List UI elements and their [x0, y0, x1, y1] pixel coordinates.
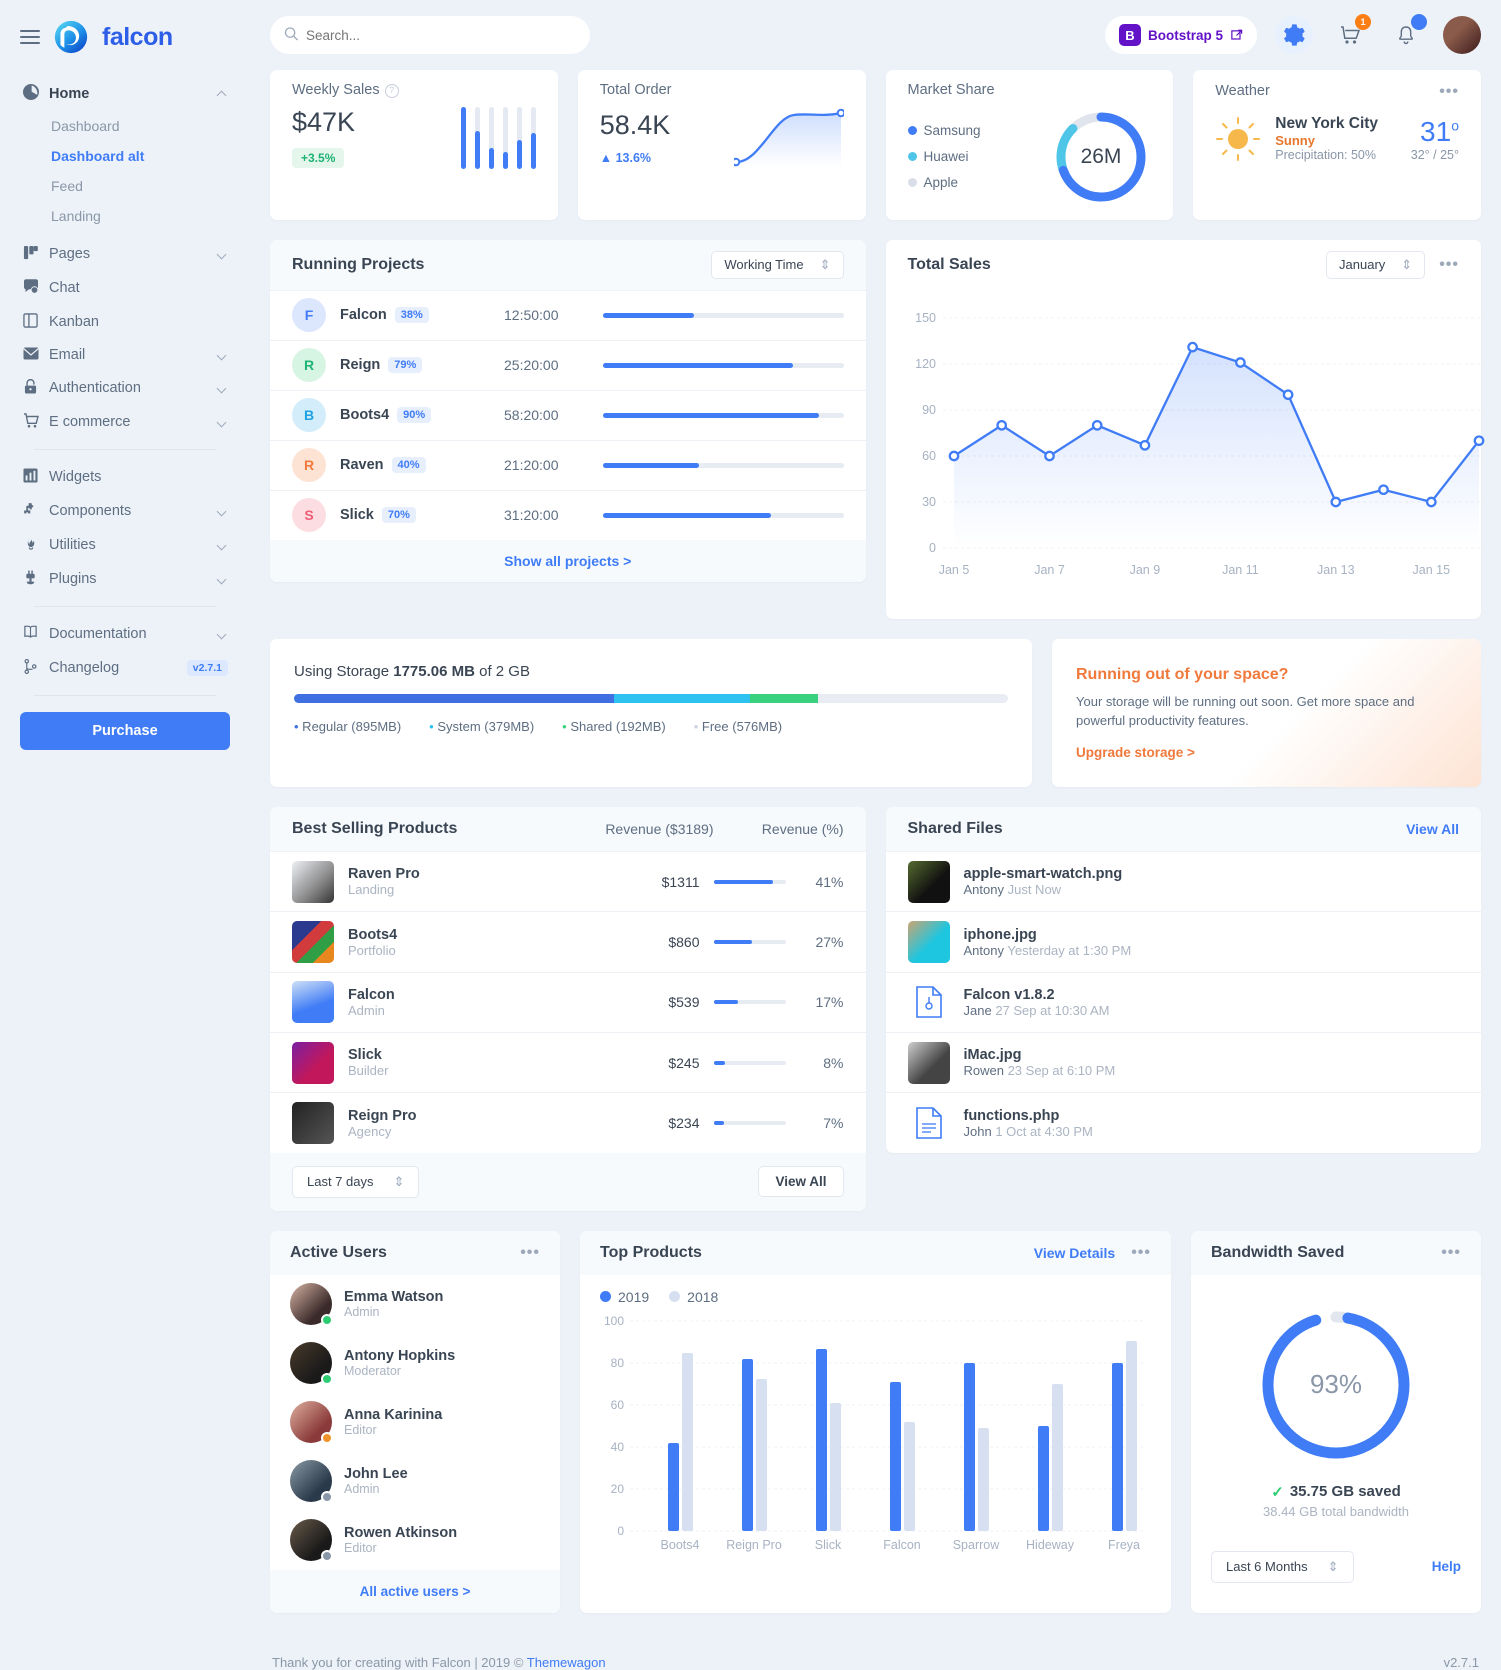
svg-text:40: 40 — [611, 1440, 625, 1454]
svg-text:Freya: Freya — [1108, 1538, 1140, 1552]
svg-text:60: 60 — [611, 1398, 625, 1412]
svg-text:20: 20 — [611, 1482, 625, 1496]
svg-text:100: 100 — [604, 1314, 624, 1328]
svg-text:80: 80 — [611, 1356, 625, 1370]
svg-text:Reign Pro: Reign Pro — [726, 1538, 782, 1552]
svg-text:30: 30 — [922, 495, 936, 509]
svg-text:Jan 5: Jan 5 — [938, 563, 969, 577]
svg-text:Jan 7: Jan 7 — [1034, 563, 1065, 577]
svg-text:120: 120 — [915, 357, 936, 371]
svg-text:Jan 13: Jan 13 — [1317, 563, 1355, 577]
svg-text:Jan 15: Jan 15 — [1412, 563, 1450, 577]
svg-text:0: 0 — [929, 541, 936, 555]
svg-text:Boots4: Boots4 — [661, 1538, 700, 1552]
svg-text:Sparrow: Sparrow — [953, 1538, 1001, 1552]
svg-text:150: 150 — [915, 311, 936, 325]
svg-text:90: 90 — [922, 403, 936, 417]
svg-text:0: 0 — [617, 1524, 624, 1538]
svg-text:Hideway: Hideway — [1026, 1538, 1075, 1552]
svg-text:Slick: Slick — [815, 1538, 842, 1552]
svg-text:Falcon: Falcon — [883, 1538, 921, 1552]
svg-text:Jan 11: Jan 11 — [1222, 563, 1259, 577]
svg-text:26M: 26M — [1081, 145, 1122, 168]
svg-text:Jan 9: Jan 9 — [1129, 563, 1160, 577]
svg-text:93%: 93% — [1310, 1369, 1362, 1399]
svg-text:60: 60 — [922, 449, 936, 463]
